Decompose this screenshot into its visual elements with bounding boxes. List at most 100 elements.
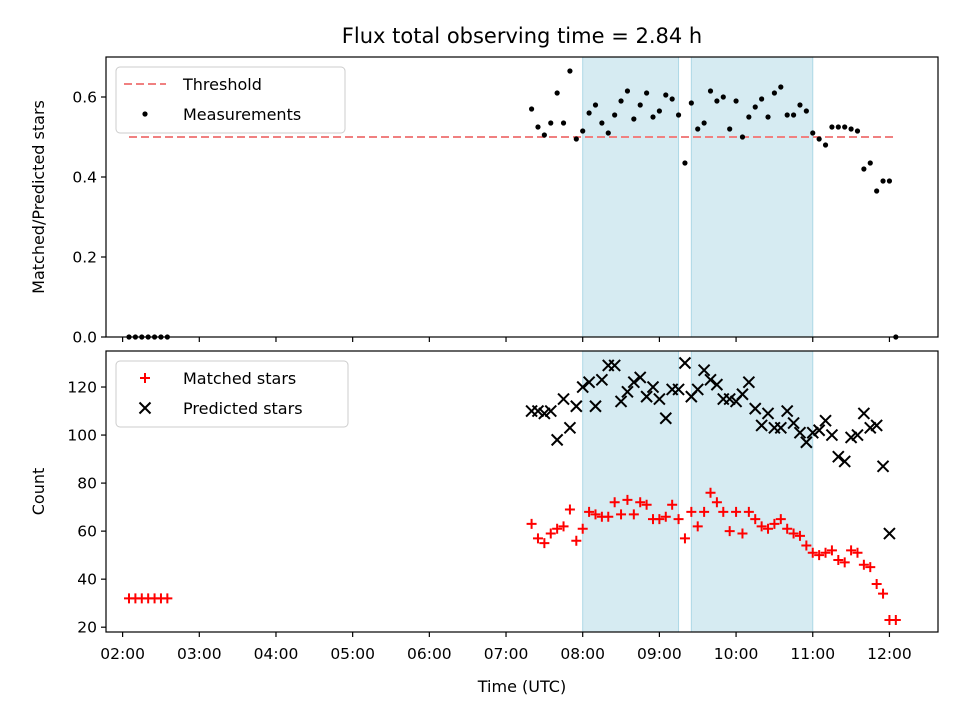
matched-star-point [801,540,812,551]
x-tick-label: 07:00 [484,645,529,663]
top-y-tick-label: 0.4 [72,169,97,187]
matched-star-point [731,506,742,517]
measurement-point [765,114,771,120]
bottom-y-tick-label: 20 [77,619,97,637]
measurement-point [707,88,714,94]
matched-star-point [577,523,588,534]
top-plot-frame [105,56,939,338]
top-shaded-interval [582,56,680,338]
measurement-point [790,112,797,118]
measurement-point [573,136,579,142]
x-tick-label: 02:00 [100,645,145,663]
matched-star-point [743,506,754,517]
predicted-star-point [780,404,794,418]
measurement-point [784,112,790,118]
predicted-star-point [819,414,832,427]
predicted-star-point [793,426,807,439]
measurement-point [822,142,829,148]
matched-star-point [724,526,735,537]
matched-star-point [558,521,569,532]
matched-star-point [846,545,857,556]
matched-star-point [820,547,831,558]
predicted-star-point [761,407,775,420]
predicted-star-point [742,376,756,389]
predicted-star-point [844,431,858,444]
predicted-star-point [774,421,788,435]
predicted-star-point [659,412,672,425]
predicted-star-point [614,395,628,408]
matched-star-point [865,562,876,573]
matched-star-point [660,511,671,522]
bottom-y-tick-label: 100 [67,427,97,445]
measurement-point [567,68,573,74]
predicted-star-point [570,400,583,413]
measurement-point [778,84,784,90]
matched-star-point [794,530,805,541]
predicted-star-point [646,380,660,394]
matched-star-point [571,535,582,546]
predicted-star-point [825,428,839,442]
top-legend-box [115,66,346,134]
measurement-point [701,120,707,126]
matched-star-point [711,497,722,508]
x-tick-label: 11:00 [790,645,835,663]
matched-star-point [609,497,620,508]
matched-star-point [833,554,844,565]
matched-star-point [564,504,575,515]
matched-star-point [763,523,774,534]
matched-star-point [775,514,786,525]
predicted-star-point [691,383,704,396]
chart-title: Flux total observing time = 2.84 h [342,24,702,48]
measurement-point [644,90,650,96]
measurement-point [867,160,873,166]
x-tick-label: 06:00 [407,645,452,663]
matched-star-point [814,550,825,561]
matched-star-point [890,614,901,625]
top-y-tick-label: 0.6 [72,89,97,107]
measurement-point [612,112,618,118]
matched-star-point [635,497,646,508]
matched-star-point [616,509,627,520]
top-y-tick-label: 0.0 [72,329,97,347]
matched-star-point [628,509,639,520]
measurement-point [746,114,752,120]
matched-star-point [705,487,716,498]
measurement-point [548,120,554,126]
measurement-point [605,130,611,136]
measurement-point [880,178,886,184]
bottom-plot-frame [105,350,939,633]
measurement-point [541,132,547,138]
matched-star-point [807,547,818,558]
measurement-point [829,124,835,130]
measurement-point [752,104,758,110]
measurement-point [528,106,535,112]
predicted-star-point [838,455,851,468]
predicted-star-point [876,460,890,473]
matched-star-point [852,547,863,558]
measurement-point [650,114,656,120]
matched-star-point [545,528,556,539]
matched-star-point [788,528,799,539]
x-tick-label: 09:00 [637,645,682,663]
measurement-point [739,134,746,140]
bottom-legend-box [115,360,349,428]
matched-star-point [532,533,543,544]
predicted-star-point [550,433,564,447]
matched-star-point [750,514,761,525]
legend-predicted-swatch [138,401,152,415]
predicted-star-point [857,407,871,420]
matched-star-point [878,588,889,599]
measurement-point [727,126,733,132]
measurement-point [592,102,599,108]
measurement-point [669,96,675,102]
measurement-point [656,108,662,114]
matched-star-point [679,533,690,544]
x-tick-label: 12:00 [867,645,912,663]
matched-star-point [692,521,703,532]
predicted-star-point [576,380,589,394]
predicted-star-point [608,359,621,372]
legend-label: Matched stars [183,369,296,388]
predicted-star-point [563,421,577,435]
matched-star-point [686,506,697,517]
predicted-star-point [595,373,609,387]
